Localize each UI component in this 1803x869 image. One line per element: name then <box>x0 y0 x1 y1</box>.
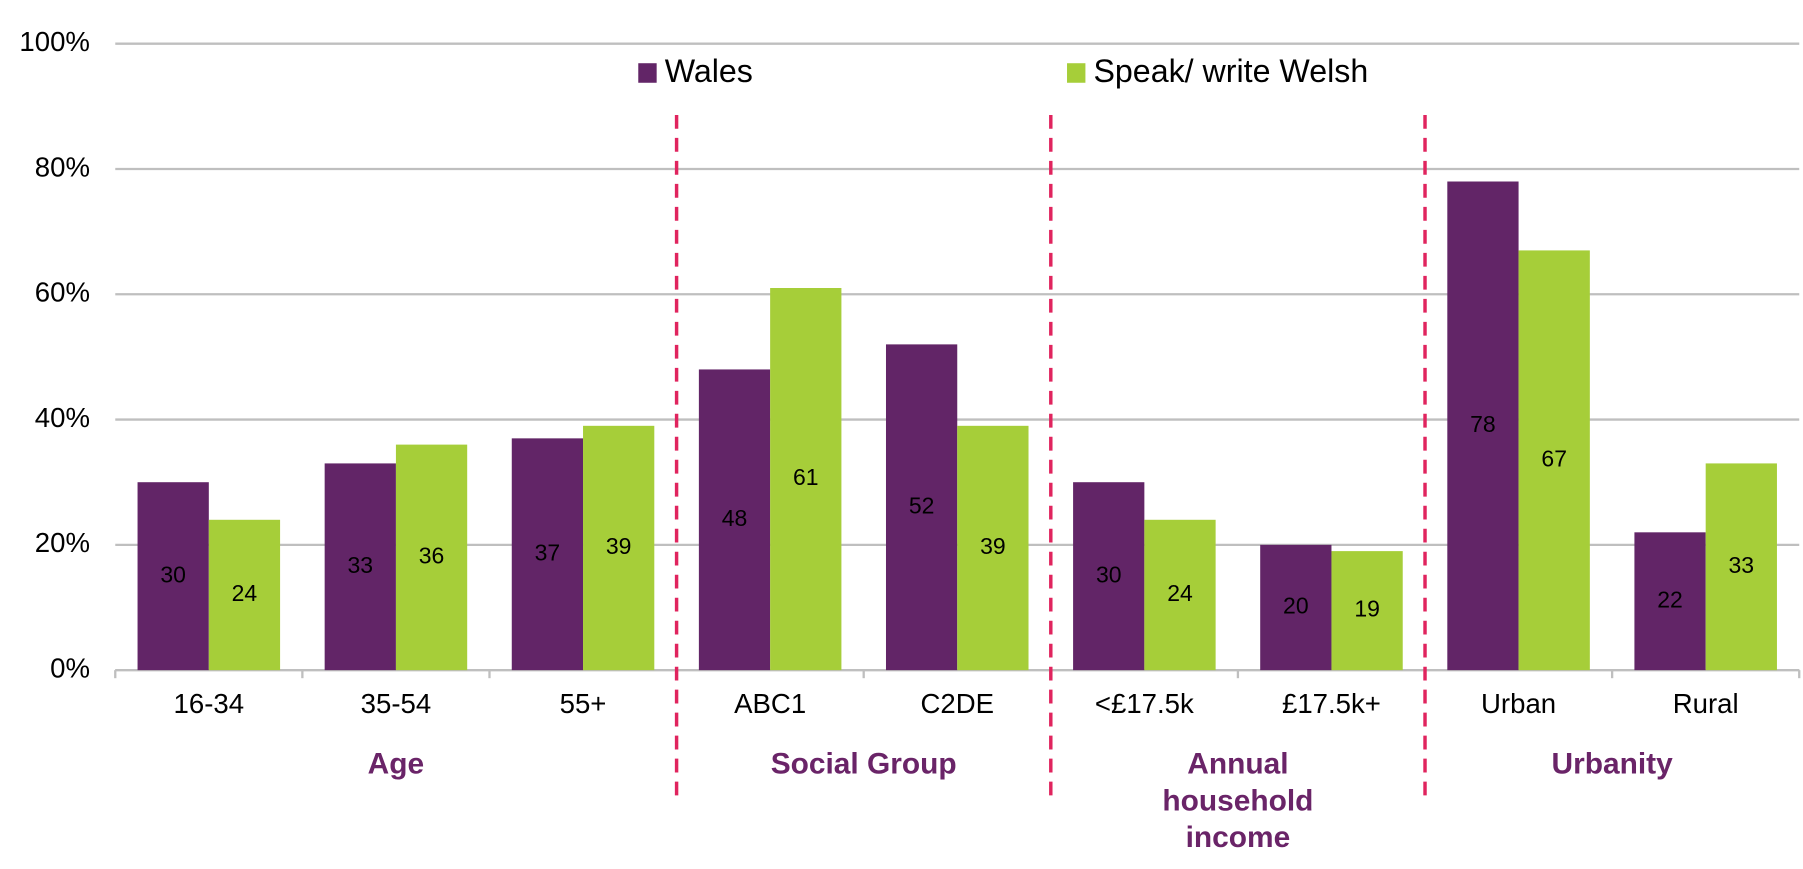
x-tick-label: 16-34 <box>174 688 245 719</box>
x-tick-label: £17.5k+ <box>1282 688 1381 719</box>
data-label: 67 <box>1541 445 1567 471</box>
legend-swatch <box>638 63 657 83</box>
y-tick-label: 20% <box>35 527 90 558</box>
bar <box>395 444 468 671</box>
x-tick-label: Rural <box>1673 688 1739 719</box>
data-label: 30 <box>160 561 186 587</box>
y-tick-label: 80% <box>35 151 90 182</box>
y-tick-label: 60% <box>35 277 90 308</box>
bar <box>1073 482 1145 671</box>
data-label: 37 <box>535 539 561 565</box>
y-tick-label: 100% <box>19 26 90 57</box>
bar <box>1331 551 1403 671</box>
group-label-box: Social Group <box>770 746 957 781</box>
legend-label: Wales <box>665 53 753 89</box>
data-label: 33 <box>1729 552 1755 578</box>
group-label: Social Group <box>770 746 957 781</box>
data-label: 24 <box>232 580 258 606</box>
bar <box>1144 519 1216 671</box>
legend-label: Speak/ write Welsh <box>1093 53 1368 89</box>
data-label: 20 <box>1283 593 1309 619</box>
x-tick-label: ABC1 <box>734 688 806 719</box>
bar <box>1634 532 1706 671</box>
group-label-box: Annual household income <box>1162 746 1314 855</box>
data-label: 39 <box>606 533 632 559</box>
bar <box>1705 463 1777 671</box>
bar <box>208 519 281 671</box>
data-label: 61 <box>793 464 819 490</box>
group-label: Annual household income <box>1162 746 1314 855</box>
bar <box>770 287 842 671</box>
x-tick-label: C2DE <box>920 688 994 719</box>
data-label: 39 <box>980 533 1006 559</box>
bar <box>324 463 396 671</box>
bar <box>511 438 584 671</box>
bar <box>1518 250 1590 671</box>
group-label-box: Age <box>367 746 425 781</box>
bar <box>1260 544 1332 671</box>
bar <box>583 425 655 671</box>
data-label: 19 <box>1354 596 1380 622</box>
data-label: 78 <box>1470 411 1496 437</box>
data-label: 48 <box>722 505 748 531</box>
data-label: 52 <box>909 492 935 518</box>
bar <box>137 482 209 671</box>
data-label: 36 <box>419 542 445 568</box>
data-label: 22 <box>1657 586 1683 612</box>
group-label-box: Urbanity <box>1551 746 1673 781</box>
y-tick-label: 40% <box>35 402 90 433</box>
group-label: Urbanity <box>1551 746 1673 781</box>
data-label: 30 <box>1096 561 1122 587</box>
data-label: 24 <box>1167 580 1193 606</box>
bar <box>957 425 1029 671</box>
legend-swatch <box>1067 63 1086 83</box>
data-label: 33 <box>348 552 374 578</box>
bar <box>698 369 771 671</box>
x-tick-label: Urban <box>1481 688 1556 719</box>
x-tick-label: <£17.5k <box>1095 688 1194 719</box>
bar <box>1447 181 1519 671</box>
y-tick-label: 0% <box>50 652 90 683</box>
x-tick-label: 55+ <box>560 688 607 719</box>
bar <box>885 344 958 671</box>
x-tick-label: 35-54 <box>361 688 432 719</box>
group-label: Age <box>367 746 425 781</box>
